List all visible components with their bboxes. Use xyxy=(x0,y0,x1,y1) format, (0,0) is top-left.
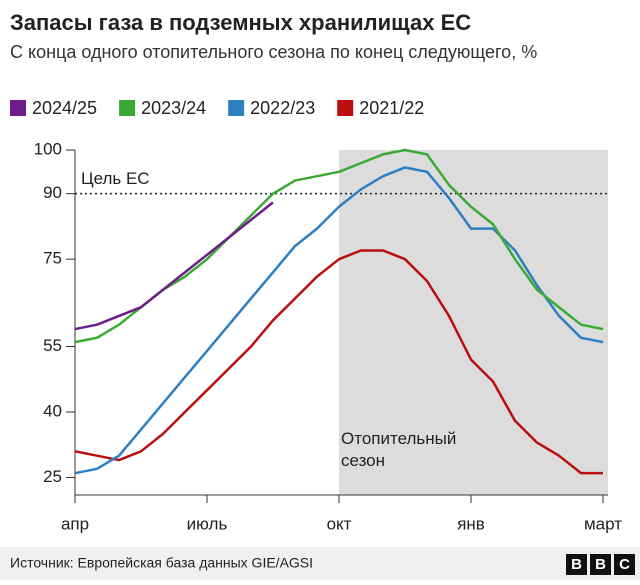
logo-letter: B xyxy=(571,556,582,573)
legend-label: 2022/23 xyxy=(250,98,315,118)
shade-label-box: Отопительный сезон xyxy=(341,429,457,470)
x-tick-label: июль xyxy=(187,514,228,533)
chart-subtitle: С конца одного отопительного сезона по к… xyxy=(10,42,538,62)
x-tick-label: окт xyxy=(327,514,352,533)
logo-box xyxy=(566,554,587,575)
legend-label: 2023/24 xyxy=(141,98,206,118)
legend-swatch xyxy=(119,100,136,116)
chart-title: Запасы газа в подземных хранилищах ЕС xyxy=(10,10,471,35)
series-line xyxy=(74,201,274,331)
logo-box xyxy=(590,554,611,575)
y-tick-label: 90 xyxy=(43,183,62,202)
logo-letter: B xyxy=(595,556,606,573)
shade-label: Отопительный сезон xyxy=(341,429,457,470)
target-label: Цель ЕС xyxy=(81,169,150,188)
logo-letter: C xyxy=(619,556,630,573)
legend-label: 2024/25 xyxy=(32,98,97,118)
x-tick-label: апр xyxy=(61,514,89,533)
y-tick-label: 25 xyxy=(43,467,62,486)
x-tick-label: янв xyxy=(457,514,485,533)
series-line xyxy=(74,166,604,475)
y-tick-label: 75 xyxy=(43,249,62,268)
source: Источник: Европейская база данных GIE/AG… xyxy=(10,555,313,571)
legend-label: 2021/22 xyxy=(359,98,424,118)
y-tick-label: 100 xyxy=(34,139,62,158)
series-line xyxy=(74,249,603,475)
subtitle-box: С конца одного отопительного сезона по к… xyxy=(10,42,538,62)
legend-swatch xyxy=(10,100,26,116)
footer xyxy=(0,547,640,580)
legend-swatch xyxy=(228,100,245,116)
y-tick-label: 55 xyxy=(43,336,62,355)
x-tick-label: март xyxy=(584,514,622,533)
y-tick-label: 40 xyxy=(43,402,62,421)
logo-box xyxy=(614,554,635,575)
legend-swatch xyxy=(337,100,354,116)
